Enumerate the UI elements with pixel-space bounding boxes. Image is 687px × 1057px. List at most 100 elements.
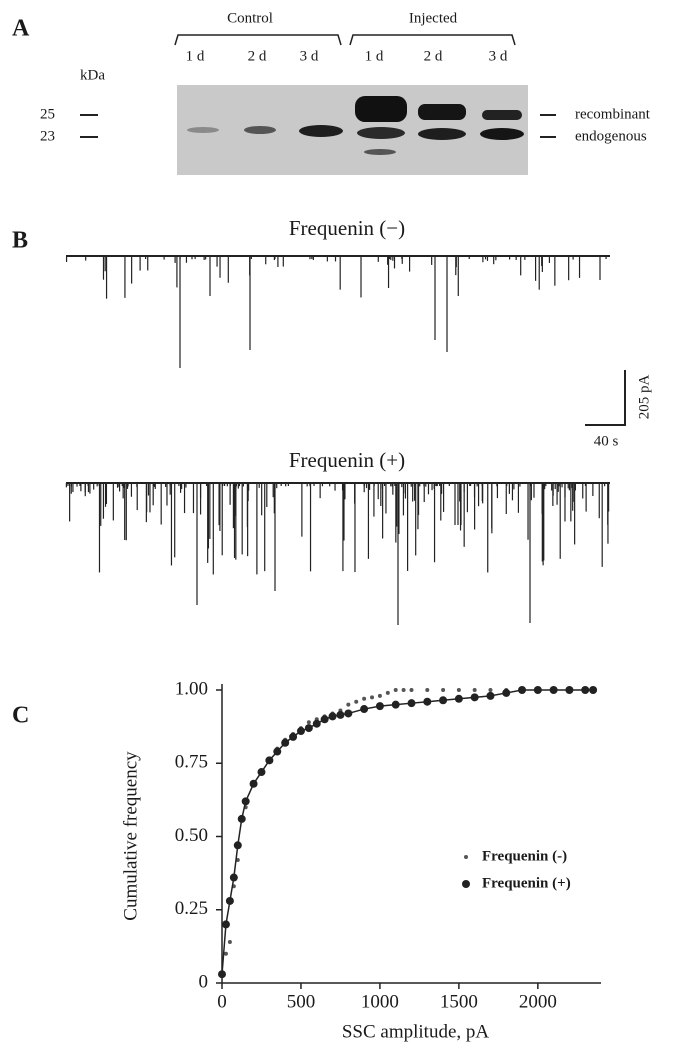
legend-label: Frequenin (-) — [482, 848, 567, 864]
scale-label: 40 s — [594, 433, 619, 449]
data-point — [377, 693, 382, 698]
current-trace — [65, 482, 610, 625]
marker-label: 23 — [40, 128, 55, 144]
data-point — [486, 691, 495, 700]
chart: C 0 0.25 0.50 0.75 1.00 0 500 1000 1500 2000 SSC am… — [12, 678, 601, 1042]
data-point — [454, 694, 463, 703]
data-point — [441, 688, 446, 692]
x-tick-label: 1500 — [440, 991, 478, 1012]
lane-label: 3 d — [489, 48, 508, 64]
panel-label: B — [12, 228, 28, 254]
y-tick-label: 0 — [199, 971, 209, 992]
data-point — [265, 756, 274, 765]
x-tick-label: 1000 — [361, 991, 399, 1012]
panel-label: A — [12, 16, 30, 42]
data-point — [227, 939, 232, 944]
group-label: Injected — [409, 10, 458, 26]
data-point — [533, 686, 542, 694]
data-point — [312, 719, 321, 728]
fit-line — [221, 689, 594, 975]
data-point — [589, 686, 598, 694]
legend-label: Frequenin (+) — [482, 875, 571, 891]
x-tick-label: 0 — [217, 991, 227, 1012]
lane-label: 1 d — [365, 48, 384, 64]
lane-label: 2 d — [248, 48, 267, 64]
data-point — [439, 696, 448, 705]
data-point — [488, 688, 493, 692]
y-tick-label: 0.75 — [175, 752, 208, 773]
panel-label: C — [12, 703, 29, 729]
data-point — [470, 693, 479, 702]
trace-title: Frequenin (+) — [289, 448, 405, 472]
data-point — [502, 688, 511, 697]
data-point — [320, 715, 329, 724]
data-point — [306, 720, 311, 725]
bracket — [349, 34, 516, 46]
data-point — [472, 688, 477, 692]
data-point — [289, 732, 298, 741]
data-point — [281, 738, 290, 747]
data-point — [393, 688, 398, 692]
data-point — [233, 841, 242, 850]
legend-marker — [464, 855, 468, 859]
marker-label: 25 — [40, 106, 55, 122]
data-point — [218, 970, 226, 979]
data-point — [549, 686, 558, 694]
data-point — [565, 686, 574, 694]
x-tick-label: 2000 — [519, 991, 557, 1012]
lane-label: 2 d — [424, 48, 443, 64]
trace-title: Frequenin (−) — [289, 216, 405, 240]
x-axis-label: SSC amplitude, pA — [342, 1021, 490, 1042]
data-point — [354, 699, 359, 704]
data-point — [223, 951, 228, 956]
data-point — [296, 727, 305, 736]
data-point — [425, 688, 430, 692]
data-point — [581, 686, 590, 694]
band-label: endogenous — [575, 128, 647, 144]
unit-label: kDa — [80, 67, 105, 83]
group-label: Control — [227, 10, 273, 26]
data-point — [401, 688, 406, 692]
band-label: recombinant — [575, 106, 651, 122]
bracket — [174, 34, 342, 46]
data-point — [456, 688, 461, 692]
data-point — [346, 702, 351, 707]
data-point — [241, 797, 250, 806]
data-point — [518, 686, 527, 694]
y-tick-label: 0.50 — [175, 825, 208, 846]
lane-label: 1 d — [186, 48, 205, 64]
data-point — [409, 688, 414, 692]
y-tick-label: 0.25 — [175, 898, 208, 919]
data-point — [362, 696, 367, 701]
data-point — [423, 697, 432, 706]
data-point — [370, 695, 375, 700]
scale-label: 205 pA — [636, 375, 652, 420]
current-trace — [65, 255, 610, 368]
data-point — [375, 702, 384, 711]
legend-marker — [462, 880, 470, 888]
data-point — [385, 690, 390, 695]
data-point — [407, 699, 416, 708]
data-point — [229, 873, 238, 882]
data-point — [237, 814, 246, 823]
scale-bar — [585, 370, 626, 426]
data-point — [328, 712, 337, 721]
x-tick-label: 500 — [287, 991, 316, 1012]
y-axis-label: Cumulative frequency — [120, 751, 141, 921]
data-point — [391, 700, 400, 709]
gel — [177, 85, 528, 175]
data-point — [257, 768, 266, 777]
data-point — [273, 747, 282, 756]
data-point — [221, 920, 230, 929]
data-point — [249, 779, 258, 788]
lane-label: 3 d — [300, 48, 319, 64]
y-tick-label: 1.00 — [175, 678, 208, 699]
data-point — [344, 709, 353, 718]
data-point — [304, 724, 313, 733]
data-point — [225, 896, 234, 905]
gel-bands — [187, 96, 524, 155]
data-point — [336, 710, 345, 719]
data-point — [360, 705, 369, 714]
